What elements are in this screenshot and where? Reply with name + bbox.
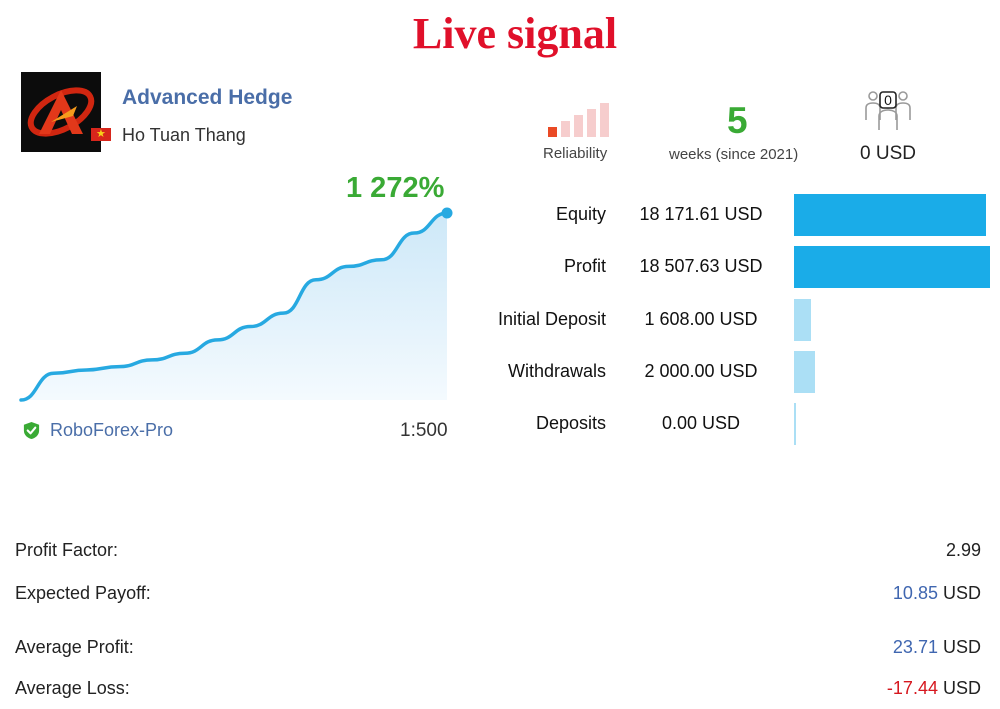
subscribers-funds: 0 USD [860,143,916,164]
growth-chart-line [19,211,449,402]
reliability-bar [574,115,583,137]
average-loss: -17.44 USD [887,678,981,699]
growth-chart-area [21,213,447,400]
author-name[interactable]: Ho Tuan Thang [122,125,246,145]
profit-factor-value: 2.99 [945,540,981,560]
profit-factor-label: Profit Factor: [15,540,119,560]
profit-value: 18 507.63 USD [639,256,763,276]
reliability-bar [561,121,570,137]
average-loss-label: Average Loss: [15,678,130,698]
reliability-indicator [548,101,618,137]
broker-link[interactable]: RoboForex-Pro [50,420,174,440]
subscribers-count: 0 [884,92,892,108]
page-title: Live signal [412,9,618,58]
reliability-bar [600,103,609,137]
initial-deposit-bar [794,299,812,341]
deposits-label: Deposits [535,413,606,433]
average-profit-unit: USD [942,637,981,657]
average-loss-value: -17.44 [886,678,938,698]
equity-value: 18 171.61 USD [639,204,763,224]
country-flag-icon: ★ [91,128,111,141]
equity-bar [794,194,987,236]
growth-percent: 1 272% [346,172,445,204]
deposits-value: 0.00 USD [661,413,741,433]
signal-logo[interactable] [21,72,101,152]
expected-payoff-value: 10.85 [892,583,938,603]
subscribers-icon: 0 [865,91,911,130]
average-profit: 23.71 USD [893,637,981,658]
expected-payoff-label: Expected Payoff: [15,583,151,603]
expected-payoff: 10.85 USD [893,583,981,604]
profit-bar [794,246,990,288]
equity-label: Equity [555,204,606,224]
growth-chart-endpoint [441,207,453,219]
profit-label: Profit [563,256,606,276]
signal-name-link[interactable]: Advanced Hedge [122,86,293,109]
initial-deposit-value: 1 608.00 USD [644,309,758,329]
reliability-bar [548,127,557,137]
expected-payoff-unit: USD [942,583,981,603]
leverage-value: 1:500 [400,420,448,441]
weeks-value: 5 [727,100,748,141]
withdrawals-bar [794,351,816,393]
verified-shield-icon [23,421,40,440]
withdrawals-value: 2 000.00 USD [644,361,758,381]
growth-chart [19,207,453,402]
signal-logo-image [21,72,101,152]
withdrawals-label: Withdrawals [507,361,606,381]
initial-deposit-label: Initial Deposit [497,309,606,329]
reliability-bar [587,109,596,137]
deposits-bar [794,403,796,445]
average-loss-unit: USD [942,678,981,698]
reliability-label: Reliability [543,145,608,162]
weeks-label: weeks (since 2021) [669,146,799,163]
average-profit-value: 23.71 [892,637,938,657]
average-profit-label: Average Profit: [15,637,134,657]
